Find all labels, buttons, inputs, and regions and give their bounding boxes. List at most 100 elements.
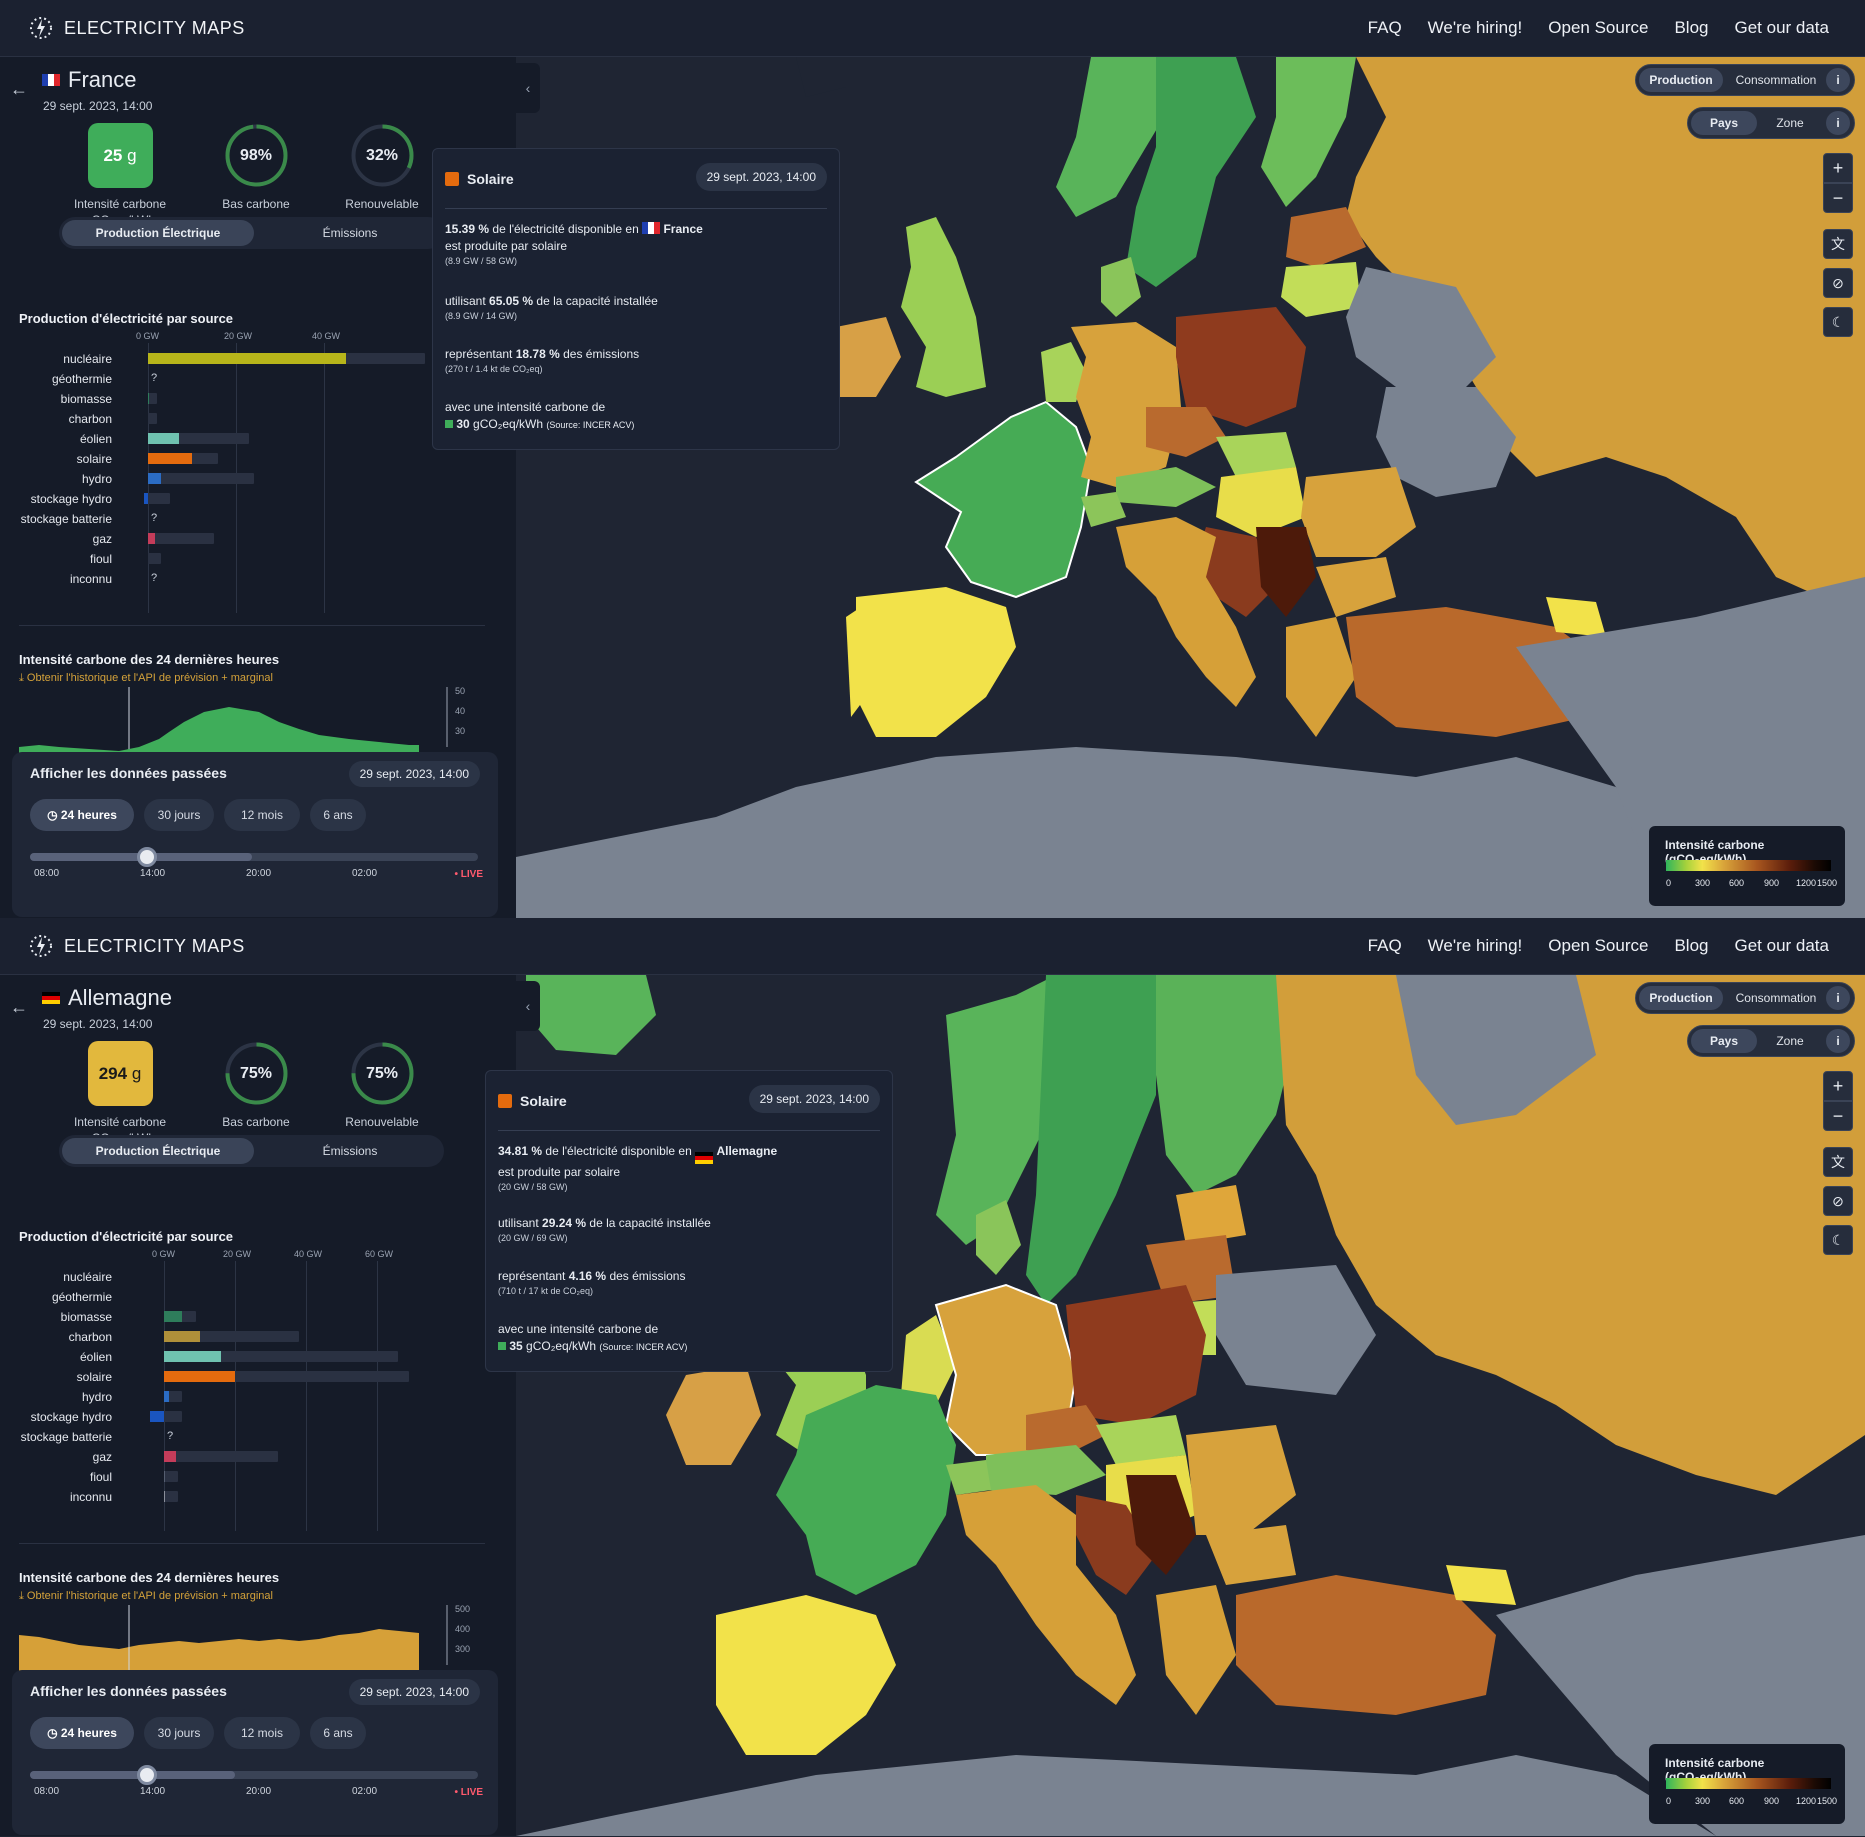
nav-faq[interactable]: FAQ: [1367, 18, 1402, 37]
info-icon[interactable]: i: [1826, 986, 1850, 1010]
logo[interactable]: ELECTRICITY MAPS: [28, 933, 245, 959]
country-poland[interactable]: [1176, 307, 1306, 427]
kpi-renewable[interactable]: 32% Renouvelable: [322, 123, 442, 212]
production-bar[interactable]: [148, 393, 150, 404]
period-12m[interactable]: 12 mois: [224, 799, 300, 831]
country-finland[interactable]: [1261, 57, 1356, 207]
period-6y[interactable]: 6 ans: [310, 1717, 366, 1749]
kpi-renewable[interactable]: 75% Renouvelable: [322, 1041, 442, 1130]
toggle-country[interactable]: Pays: [1691, 111, 1757, 135]
country-turkey[interactable]: [1236, 1575, 1496, 1715]
capacity-track[interactable]: [148, 433, 250, 444]
capacity-track[interactable]: [148, 473, 254, 484]
country-uk[interactable]: [901, 217, 986, 397]
production-bar[interactable]: [164, 1391, 170, 1402]
country-spain[interactable]: [716, 1595, 896, 1755]
period-12m[interactable]: 12 mois: [224, 1717, 300, 1749]
country-russia[interactable]: [1276, 975, 1865, 1495]
production-bar[interactable]: [164, 1311, 182, 1322]
production-bar[interactable]: [164, 1331, 200, 1342]
country-turkey[interactable]: [1346, 607, 1596, 737]
period-30d[interactable]: 30 jours: [144, 1717, 214, 1749]
capacity-track[interactable]: [164, 1331, 299, 1342]
production-bar[interactable]: [143, 493, 148, 504]
history-link[interactable]: ⤓ Obtenir l'historique et l'API de prévi…: [19, 672, 273, 684]
history-link[interactable]: ⤓ Obtenir l'historique et l'API de prévi…: [19, 1590, 273, 1602]
country-poland[interactable]: [1066, 1285, 1206, 1425]
production-bar[interactable]: [164, 1371, 235, 1382]
slider-knob[interactable]: [137, 1765, 157, 1785]
kpi-carbon[interactable]: 294 g Intensité carbonegCO₂eq/kWh: [60, 1041, 180, 1146]
info-icon[interactable]: i: [1826, 68, 1850, 92]
nav-hiring[interactable]: We're hiring!: [1427, 18, 1523, 37]
moon-icon[interactable]: ☾: [1823, 1225, 1853, 1255]
collapse-panel-button[interactable]: ‹: [516, 981, 540, 1031]
nav-get-data[interactable]: Get our data: [1734, 18, 1829, 37]
country-france[interactable]: [776, 1385, 956, 1595]
language-icon[interactable]: 文: [1823, 229, 1853, 259]
info-icon[interactable]: i: [1826, 111, 1850, 135]
country-sweden[interactable]: [1126, 57, 1256, 287]
country-italy[interactable]: [1116, 517, 1256, 707]
period-24h[interactable]: ◷ 24 heures: [30, 799, 134, 831]
tab-production[interactable]: Production Électrique: [62, 1138, 254, 1164]
capacity-track[interactable]: [149, 1411, 182, 1422]
country-italy[interactable]: [956, 1485, 1136, 1705]
capacity-track[interactable]: [143, 493, 170, 504]
kpi-carbon[interactable]: 25 g Intensité carbonegCO₂eq/kWh: [60, 123, 180, 228]
time-slider[interactable]: [30, 847, 478, 867]
back-arrow-icon[interactable]: ←: [10, 79, 28, 99]
capacity-track[interactable]: [148, 413, 157, 424]
production-bar[interactable]: [148, 473, 162, 484]
collapse-panel-button[interactable]: ‹: [516, 63, 540, 113]
capacity-track[interactable]: [148, 553, 162, 564]
country-russia[interactable]: [1346, 57, 1865, 617]
production-bar[interactable]: [148, 533, 155, 544]
period-30d[interactable]: 30 jours: [144, 799, 214, 831]
country-finland[interactable]: [1156, 975, 1296, 1195]
toggle-production[interactable]: Production: [1639, 986, 1723, 1010]
nav-open-source[interactable]: Open Source: [1548, 18, 1649, 37]
production-bar[interactable]: [164, 1471, 166, 1482]
capacity-track[interactable]: [164, 1451, 278, 1462]
production-bar[interactable]: [148, 453, 192, 464]
language-icon[interactable]: 文: [1823, 1147, 1853, 1177]
moon-icon[interactable]: ☾: [1823, 307, 1853, 337]
production-bar[interactable]: [148, 353, 346, 364]
nav-blog[interactable]: Blog: [1674, 18, 1709, 37]
kpi-low-carbon[interactable]: 75% Bas carbone: [196, 1041, 316, 1130]
toggle-zone[interactable]: Zone: [1776, 1034, 1804, 1048]
capacity-track[interactable]: [148, 393, 157, 404]
production-bar[interactable]: [149, 1411, 164, 1422]
country-norway[interactable]: [1056, 57, 1176, 217]
nav-get-data[interactable]: Get our data: [1734, 936, 1829, 955]
country-ireland[interactable]: [666, 1365, 761, 1465]
logo[interactable]: ELECTRICITY MAPS: [28, 15, 245, 41]
country-germany[interactable]: [1071, 322, 1181, 487]
kpi-low-carbon[interactable]: 98% Bas carbone: [196, 123, 316, 212]
past-data-date[interactable]: 29 sept. 2023, 14:00: [348, 761, 480, 787]
period-6y[interactable]: 6 ans: [310, 799, 366, 831]
nav-hiring[interactable]: We're hiring!: [1427, 936, 1523, 955]
back-arrow-icon[interactable]: ←: [10, 997, 28, 1017]
eye-off-icon[interactable]: ⊘: [1823, 268, 1853, 298]
production-bar[interactable]: [148, 433, 179, 444]
production-bar[interactable]: [164, 1451, 177, 1462]
info-icon[interactable]: i: [1826, 1029, 1850, 1053]
tab-production[interactable]: Production Électrique: [62, 220, 254, 246]
country-ireland[interactable]: [821, 317, 901, 397]
production-bar[interactable]: [164, 1351, 221, 1362]
capacity-track[interactable]: [164, 1351, 399, 1362]
toggle-country[interactable]: Pays: [1691, 1029, 1757, 1053]
zoom-out-icon[interactable]: −: [1823, 183, 1853, 213]
zoom-out-icon[interactable]: −: [1823, 1101, 1853, 1131]
capacity-track[interactable]: [164, 1491, 179, 1502]
toggle-consumption[interactable]: Consommation: [1735, 991, 1817, 1005]
live-indicator[interactable]: • LIVE: [454, 1787, 483, 1798]
time-slider[interactable]: [30, 1765, 478, 1785]
capacity-track[interactable]: [164, 1471, 179, 1482]
country-spain[interactable]: [856, 587, 1016, 737]
slider-knob[interactable]: [137, 847, 157, 867]
period-24h[interactable]: ◷ 24 heures: [30, 1717, 134, 1749]
zoom-in-icon[interactable]: +: [1823, 1071, 1853, 1101]
